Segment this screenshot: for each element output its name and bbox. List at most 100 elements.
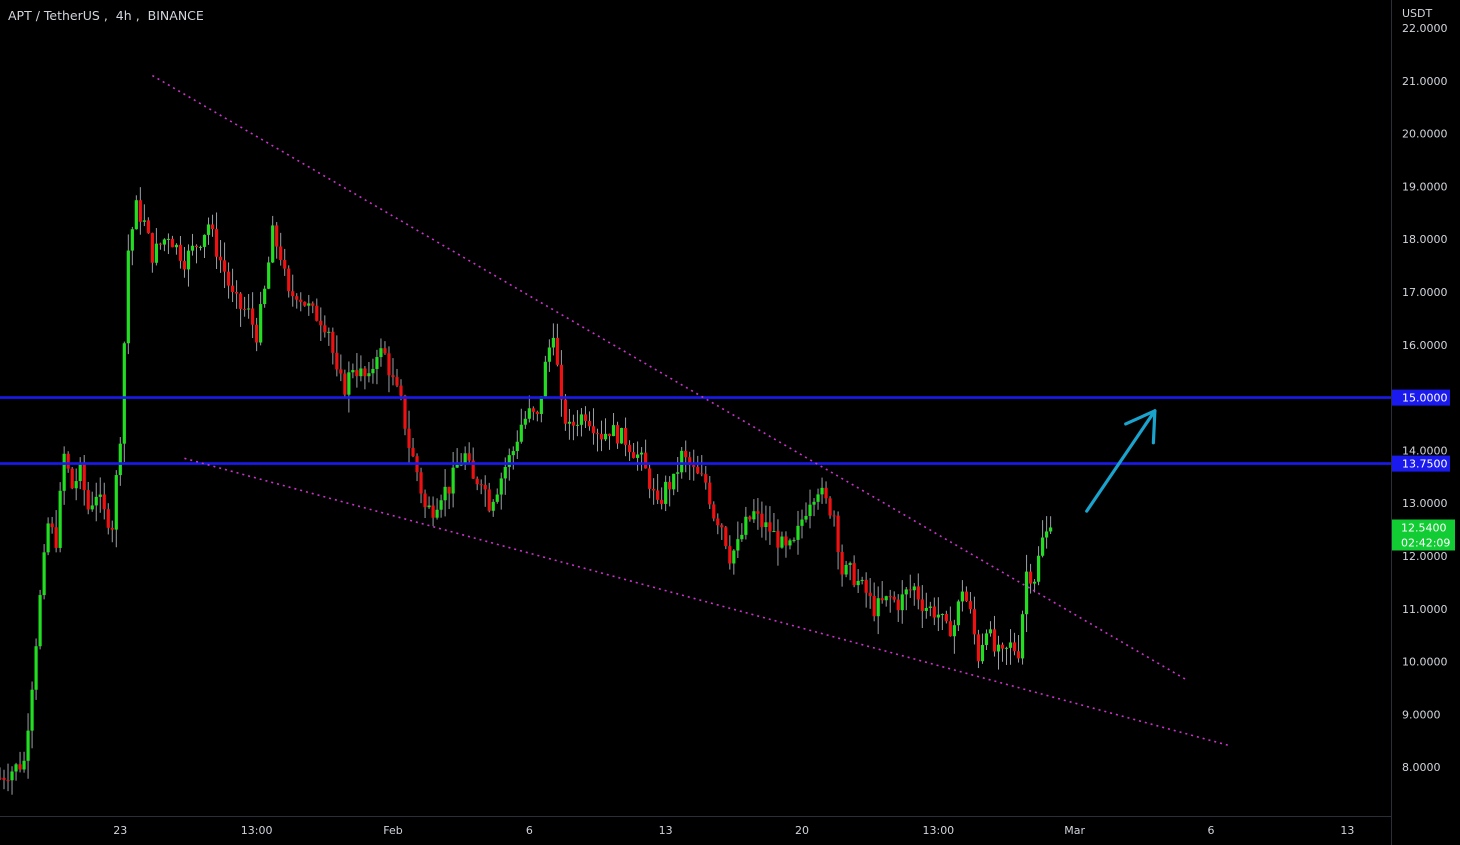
candle-body [323,325,327,333]
time-tick-label: 23 [113,824,127,837]
candle-body [664,481,668,504]
candle [375,349,379,385]
candle-body [728,546,732,564]
candle [463,446,467,470]
candle [0,767,2,781]
candle-body [391,375,395,378]
candle [728,535,732,570]
candle [279,232,283,266]
candle [275,222,279,259]
candle [784,531,788,558]
candle-body [403,395,407,429]
candle [98,477,102,513]
candle-body [644,452,648,469]
candle-body [836,515,840,552]
candle [178,235,183,269]
candle [607,433,612,450]
candle [515,430,519,460]
candle [186,244,191,287]
candle [66,451,70,473]
candle-body [367,373,371,377]
candle [551,323,555,356]
candle-body [158,243,162,245]
candle [848,561,852,581]
candle-body [976,634,981,662]
candle [559,350,563,417]
candle-body [648,468,652,489]
level-price-badge-text: 15.0000 [1402,392,1448,405]
candle [531,406,535,421]
candle [796,510,800,555]
candle [2,769,6,790]
candle [50,516,54,534]
candle-body [411,447,415,457]
candle [14,762,18,781]
candle-body [1008,642,1013,648]
candle [243,296,247,317]
candle-body [134,200,138,230]
candle [992,615,997,657]
candle-body [700,473,704,475]
candle-body [459,464,463,466]
candle [303,301,307,307]
candle-body [14,764,18,772]
candle-body [174,244,179,248]
candle-body [908,589,912,591]
candle [1000,642,1005,662]
candle-body [34,646,38,690]
candle [230,268,235,303]
candle [988,621,993,637]
candle [150,232,154,273]
chart-legend-header[interactable]: APT / TetherUS, 4h, BINANCE [8,8,204,23]
candle-body [471,460,475,479]
candle-body [82,463,86,491]
candle [74,468,78,501]
time-tick-label: 13 [659,824,673,837]
candle-body [595,433,600,435]
candle [263,285,267,308]
candle-body [190,245,195,251]
candle [936,597,940,632]
candle-body [800,519,804,526]
candle [255,317,259,352]
candle-body [202,234,207,247]
candle [635,441,640,471]
price-tick-label: 11.0000 [1402,603,1448,616]
candle-body [844,564,848,575]
candle-body [90,505,94,510]
candle [856,569,860,594]
trend-line-lower[interactable] [184,457,1232,747]
candle-body [419,472,423,494]
candle [567,409,572,440]
interval-label: 4h [115,8,132,23]
candle-body [503,466,507,479]
plot-area[interactable] [0,74,1391,795]
candle [395,368,399,388]
candle [692,449,696,481]
candle-body [495,494,499,502]
time-tick-label: Feb [383,824,402,837]
candle-body [760,513,764,528]
candle-body [1020,614,1025,659]
candle [363,366,367,390]
candle-body [884,596,888,601]
level-price-badge-text: 13.7500 [1402,458,1448,471]
candle [42,544,46,600]
arrow-head [1151,409,1157,445]
candle [18,751,22,773]
candle [800,509,804,539]
candle [708,475,712,510]
candle [383,341,387,355]
candle [880,581,884,604]
candle [102,482,106,520]
candle [1016,635,1021,663]
candle-body [559,364,563,400]
arrow-drawing[interactable] [1085,409,1157,513]
trend-line-upper[interactable] [151,74,1188,681]
candle [872,582,876,622]
price-tick-label: 18.0000 [1402,233,1448,246]
candle-body [66,453,70,469]
candle-body [10,771,14,781]
